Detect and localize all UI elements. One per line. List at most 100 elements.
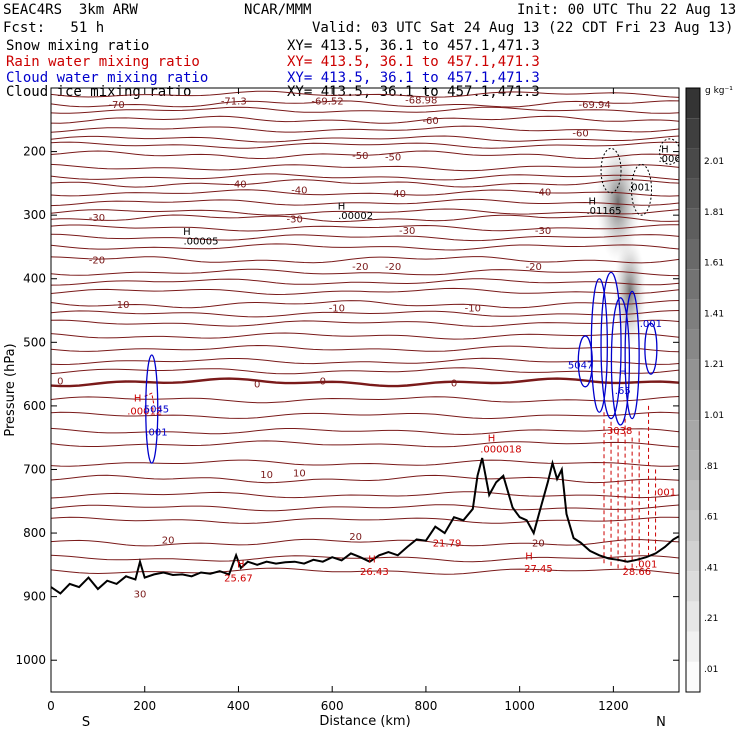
valid-time: Valid: 03 UTC Sat 24 Aug 13 (22 CDT Fri … [312, 20, 734, 36]
contour-label: -30 [89, 213, 105, 224]
colorbar-cell [686, 239, 700, 270]
colorbar-tick-label: 1.61 [704, 259, 724, 269]
plot-frame [50, 87, 680, 693]
temperature-contour [51, 163, 679, 172]
temperature-contour [51, 332, 679, 340]
temperature-contour [51, 287, 679, 296]
contour-label: -50 [385, 153, 401, 164]
extremum-label: .000018 [480, 444, 521, 455]
y-axis-label: Pressure (hPa) [3, 343, 18, 436]
temperature-contour [51, 100, 679, 108]
y-tick-label: 200 [23, 145, 46, 159]
y-tick-label: 1000 [15, 653, 46, 667]
temperature-contour [51, 459, 679, 467]
x-tick-label: 0 [47, 699, 55, 713]
temperature-contour [51, 567, 679, 575]
field-rain-name: Rain water mixing ratio [6, 54, 200, 70]
extremum-label: 28.66 [623, 567, 652, 578]
extremum-label: H [619, 367, 627, 378]
extremum-label: .001 [654, 488, 676, 499]
temperature-contour [51, 208, 679, 216]
extremum-label: 25.67 [224, 574, 253, 585]
temperature-contour [51, 319, 679, 327]
extremum-label: H [134, 394, 142, 405]
contour-label: -20 [89, 256, 105, 267]
colorbar-cell [686, 208, 700, 239]
extremum-label: H [661, 144, 669, 155]
colorbar-cell [686, 118, 700, 149]
y-tick-label: 900 [23, 590, 46, 604]
extremum-label: H [368, 554, 376, 565]
extremum-label: .001 [640, 319, 662, 330]
x-tick-label: 600 [321, 699, 344, 713]
extremum-label: .00005 [183, 237, 218, 248]
temperature-contour [51, 141, 679, 149]
extremum-label: .001 [145, 427, 167, 438]
temperature-contour [51, 256, 679, 264]
colorbar-tick-label: .81 [704, 462, 718, 472]
y-tick-label: 300 [23, 208, 46, 222]
x-tick-label: 1000 [504, 699, 535, 713]
rain-contour [144, 392, 155, 406]
temperature-contour [51, 344, 679, 353]
cloud-water-contour [644, 322, 658, 375]
temperature-contour [51, 538, 679, 547]
colorbar-cell [686, 269, 700, 300]
colorbar-tick-label: .01 [704, 665, 718, 675]
temperature-contour [51, 115, 679, 124]
contour-label: -10 [465, 303, 481, 314]
y-tick-label: 400 [23, 272, 46, 286]
direction-north: N [656, 715, 666, 730]
colorbar-tick-label: 1.21 [704, 360, 724, 370]
colorbar-tick-label: .21 [704, 614, 718, 624]
contour-label: -68.98 [405, 95, 437, 106]
temperature-contour [51, 214, 679, 223]
temperature-contour [51, 377, 679, 388]
x-tick-label: 400 [227, 699, 250, 713]
colorbar-cell [686, 178, 700, 209]
x-tick-label: 200 [133, 699, 156, 713]
colorbar-cell [686, 480, 700, 511]
field-cloudwater-xy: XY= 413.5, 36.1 to 457.1,471.3 [287, 70, 540, 86]
cloud-water-contour [600, 271, 622, 420]
colorbar-unit: g kg⁻¹ [705, 86, 733, 96]
colorbar-frame [685, 87, 701, 693]
cloud-water-contour [145, 354, 159, 464]
org-label: NCAR/MMM [244, 2, 312, 18]
contour-label: 0 [57, 376, 63, 387]
temperature-contour [51, 427, 679, 436]
extremum-label: .006 [658, 154, 680, 165]
temperature-contour [51, 300, 679, 309]
colorbar-tick-label: 1.81 [704, 208, 724, 218]
colorbar-cell [686, 541, 700, 572]
colorbar-cell [686, 601, 700, 632]
temperature-contour [51, 173, 679, 181]
temperature-contour [51, 135, 679, 143]
extremum-label: H [237, 560, 245, 571]
extremum-label: H [183, 227, 191, 238]
temperature-contour [51, 411, 679, 420]
colorbar-tick-label: .41 [704, 563, 718, 573]
cloud-water-contour [577, 335, 593, 388]
temperature-contour [51, 243, 679, 251]
x-tick-label: 800 [414, 699, 437, 713]
field-snow-name: Snow mixing ratio [6, 38, 150, 54]
terrain-line [51, 457, 679, 595]
contour-label: -40 [230, 179, 246, 190]
temperature-contour [51, 357, 679, 366]
extremum-label: H [338, 202, 346, 213]
contour-label: 20 [532, 539, 545, 550]
cloud-ice-contour [631, 163, 653, 216]
colorbar-cell [686, 390, 700, 421]
temperature-contour [51, 278, 679, 286]
forecast-hour: Fcst: 51 h [3, 20, 105, 36]
colorbar-cell [686, 571, 700, 602]
extremum-label: .65 [615, 386, 631, 397]
temperature-contour [51, 491, 679, 499]
y-tick-label: 800 [23, 526, 46, 540]
temperature-contour [51, 440, 679, 448]
temperature-contour [51, 125, 679, 133]
temperature-contour [51, 179, 679, 188]
extremum-label: .001 [635, 560, 657, 571]
